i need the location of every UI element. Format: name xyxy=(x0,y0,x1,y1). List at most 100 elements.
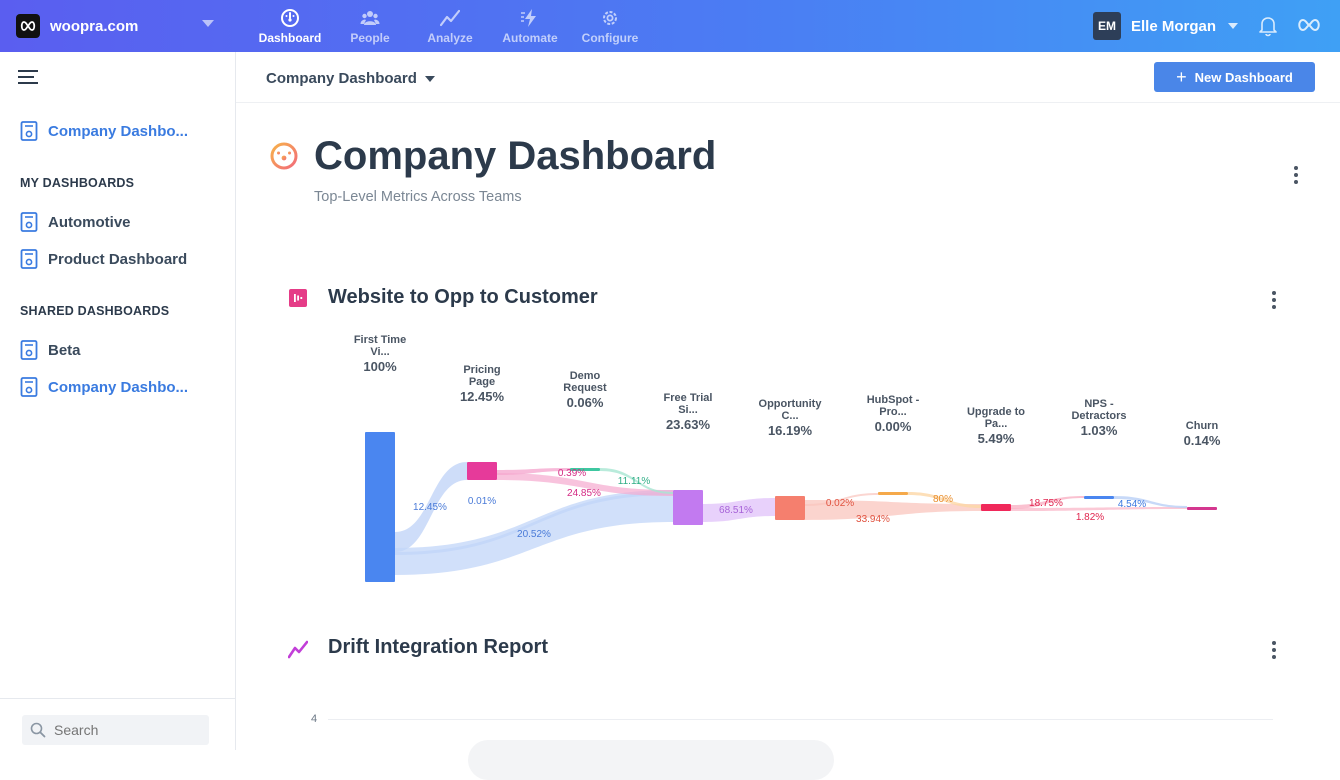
link-label: 0.02% xyxy=(826,498,854,509)
sankey-node xyxy=(1084,496,1114,499)
user-menu[interactable]: EM Elle Morgan xyxy=(1093,12,1239,40)
sankey-link xyxy=(395,462,467,552)
nav-configure[interactable]: Configure xyxy=(570,0,650,52)
widget-menu-icon[interactable] xyxy=(1272,291,1276,312)
link-label: 24.85% xyxy=(567,488,601,499)
sankey-link xyxy=(908,492,981,508)
link-label: 18.75% xyxy=(1029,498,1063,509)
search-box[interactable] xyxy=(22,715,209,745)
widget-menu-icon[interactable] xyxy=(1272,641,1276,662)
chevron-down-icon xyxy=(424,75,435,82)
node-label: Detractors xyxy=(1071,410,1126,422)
sankey-link xyxy=(497,468,570,475)
funnel-report-icon xyxy=(289,289,307,307)
sidebar-footer xyxy=(0,698,235,750)
main-nav: Dashboard People Analyze Automate Config… xyxy=(250,0,650,52)
search-input[interactable] xyxy=(54,722,204,738)
chevron-down-icon xyxy=(1228,23,1239,29)
link-label: 12.45% xyxy=(413,502,447,513)
nav-people[interactable]: People xyxy=(330,0,410,52)
sankey-link xyxy=(805,500,981,520)
sankey-link xyxy=(1114,496,1187,508)
bolt-icon xyxy=(521,8,536,27)
node-label: Pricing xyxy=(463,364,500,376)
sankey-node xyxy=(775,496,805,520)
search-icon xyxy=(30,722,46,738)
sankey-link xyxy=(600,468,673,494)
page-title: Company Dashboard xyxy=(314,134,717,178)
link-label: 20.52% xyxy=(517,529,551,540)
y-axis-tick: 4 xyxy=(311,713,318,725)
sidebar-item-label: Automotive xyxy=(48,213,131,231)
chevron-down-icon[interactable] xyxy=(202,20,214,27)
widget-title: Website to Opp to Customer xyxy=(328,286,598,308)
sankey-node xyxy=(878,492,908,495)
plus-icon: + xyxy=(1176,67,1187,87)
node-value: 23.63% xyxy=(666,417,711,432)
node-label: Upgrade to xyxy=(967,406,1025,418)
user-name: Elle Morgan xyxy=(1131,17,1217,35)
sidebar-item-current[interactable]: Company Dashbo... xyxy=(20,121,188,141)
my-dashboards-heading: MY DASHBOARDS xyxy=(20,176,135,190)
node-label: Churn xyxy=(1186,420,1219,432)
node-label: Pa... xyxy=(985,418,1008,430)
nav-label: Automate xyxy=(502,30,558,45)
node-value: 1.03% xyxy=(1081,423,1118,438)
nav-automate[interactable]: Automate xyxy=(490,0,570,52)
loading-placeholder xyxy=(468,740,834,780)
sidebar-item-automotive[interactable]: Automotive xyxy=(20,212,131,232)
sankey-link xyxy=(1011,507,1187,511)
page-menu-icon[interactable] xyxy=(1294,166,1298,187)
trend-icon xyxy=(288,640,308,659)
site-name: woopra.com xyxy=(50,17,139,35)
sidebar-item-label: Product Dashboard xyxy=(48,250,188,268)
menu-icon[interactable] xyxy=(18,70,38,88)
sankey-link xyxy=(703,498,775,522)
dashboard-gauge-icon xyxy=(270,142,298,170)
link-label: 4.54% xyxy=(1118,499,1146,510)
nav-dashboard[interactable]: Dashboard xyxy=(250,0,330,52)
nav-label: Dashboard xyxy=(258,30,322,45)
node-label: NPS - xyxy=(1084,398,1114,410)
avatar: EM xyxy=(1093,12,1121,40)
nav-label: Configure xyxy=(581,30,639,45)
sankey-node xyxy=(467,462,497,480)
link-label: 1.82% xyxy=(1076,512,1104,523)
sidebar-item-company-dashboard[interactable]: Company Dashbo... xyxy=(20,377,188,397)
sankey-link xyxy=(805,493,878,506)
sankey-node xyxy=(365,432,395,582)
site-switcher[interactable]: woopra.com xyxy=(16,14,138,38)
node-value: 12.45% xyxy=(460,389,505,404)
link-label: 80% xyxy=(933,494,953,505)
sidebar-item-product-dashboard[interactable]: Product Dashboard xyxy=(20,249,187,269)
link-label: 0.01% xyxy=(468,496,496,507)
node-label: Demo xyxy=(570,370,601,382)
woopra-logo-icon xyxy=(16,14,40,38)
new-dashboard-button[interactable]: + New Dashboard xyxy=(1154,62,1315,92)
sidebar-item-label: Beta xyxy=(48,341,81,359)
sidebar-item-beta[interactable]: Beta xyxy=(20,340,81,360)
node-label: Free Trial xyxy=(664,392,713,404)
sidebar-item-label: Company Dashbo... xyxy=(48,378,189,396)
link-label: 68.51% xyxy=(719,505,753,516)
main-content: Company Dashboard + New Dashboard Compan… xyxy=(236,52,1340,780)
sidebar-item-label: Company Dashbo... xyxy=(48,122,189,140)
infinity-icon[interactable] xyxy=(1297,16,1321,34)
bell-icon[interactable] xyxy=(1258,15,1278,37)
link-label: 33.94% xyxy=(856,514,890,525)
node-label: Request xyxy=(563,382,607,394)
node-value: 5.49% xyxy=(978,431,1015,446)
node-label: Pro... xyxy=(879,406,907,418)
shared-dashboards-heading: SHARED DASHBOARDS xyxy=(20,304,170,318)
node-value: 0.00% xyxy=(875,419,912,434)
new-dashboard-label: New Dashboard xyxy=(1194,69,1293,85)
dashboard-doc-icon xyxy=(20,249,38,269)
dashboard-selector[interactable]: Company Dashboard xyxy=(266,70,435,87)
page-subtitle: Top-Level Metrics Across Teams xyxy=(314,189,522,205)
link-label: 0.39% xyxy=(558,468,586,479)
sankey-node xyxy=(673,490,703,525)
dashboard-doc-icon xyxy=(20,121,38,141)
top-bar: woopra.com Dashboard People Analyze Auto… xyxy=(0,0,1340,52)
nav-analyze[interactable]: Analyze xyxy=(410,0,490,52)
